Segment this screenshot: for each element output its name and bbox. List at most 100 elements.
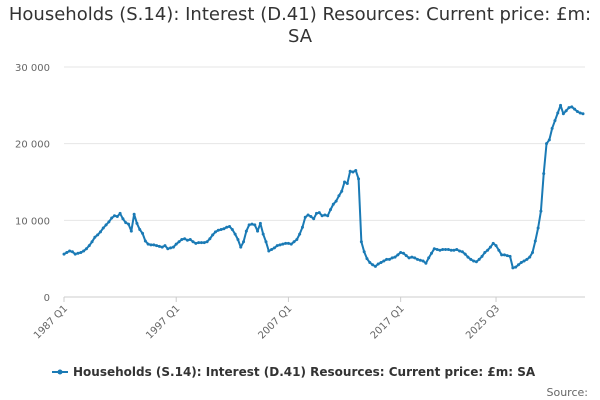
data-point xyxy=(157,244,161,248)
data-point xyxy=(199,241,203,245)
data-point xyxy=(101,226,105,230)
data-point xyxy=(289,242,293,246)
data-point xyxy=(343,180,347,184)
data-point xyxy=(573,107,577,111)
data-point xyxy=(427,256,431,260)
data-point xyxy=(146,242,150,246)
data-point xyxy=(68,249,72,253)
data-point xyxy=(371,263,375,267)
data-point xyxy=(337,194,341,198)
data-point xyxy=(183,237,187,241)
data-point xyxy=(331,202,335,206)
data-point xyxy=(197,241,201,245)
data-point xyxy=(303,215,307,219)
data-point xyxy=(84,247,88,251)
data-point xyxy=(135,221,139,225)
legend-item-label[interactable]: Households (S.14): Interest (D.41) Resou… xyxy=(73,365,536,379)
data-point xyxy=(118,211,122,215)
data-point xyxy=(522,259,526,263)
source-label: Source: xyxy=(547,386,589,399)
data-point xyxy=(208,237,212,241)
data-point xyxy=(233,232,237,236)
data-point xyxy=(514,265,518,269)
data-point xyxy=(539,209,543,213)
data-point xyxy=(508,254,512,258)
data-point xyxy=(430,251,434,255)
data-point xyxy=(124,221,128,225)
data-point xyxy=(228,224,232,228)
data-point xyxy=(163,244,167,248)
data-point xyxy=(486,248,490,252)
data-point xyxy=(272,246,276,250)
data-point xyxy=(564,109,568,113)
data-point xyxy=(314,211,318,215)
data-point xyxy=(306,213,310,217)
data-point xyxy=(205,240,209,244)
legend[interactable]: Households (S.14): Interest (D.41) Resou… xyxy=(52,365,536,379)
data-point xyxy=(348,169,352,173)
data-point xyxy=(253,223,257,227)
data-point xyxy=(536,226,540,230)
data-point xyxy=(556,111,560,115)
data-point xyxy=(359,240,363,244)
data-point xyxy=(491,241,495,245)
data-point xyxy=(258,221,262,225)
data-point xyxy=(415,257,419,261)
data-point xyxy=(357,177,361,181)
data-point xyxy=(112,214,116,218)
data-point xyxy=(382,259,386,263)
data-point xyxy=(340,189,344,193)
data-point xyxy=(326,214,330,218)
data-point xyxy=(494,244,498,248)
data-point xyxy=(345,182,349,186)
data-point xyxy=(219,228,223,232)
x-tick-label: 1987 Q1 xyxy=(32,303,70,341)
data-point xyxy=(267,249,271,253)
data-point xyxy=(444,247,448,251)
data-point xyxy=(421,259,425,263)
chart-title: Households (S.14): Interest (D.41) Resou… xyxy=(8,4,592,47)
data-point xyxy=(87,244,91,248)
data-point xyxy=(362,250,366,254)
data-point xyxy=(460,250,464,254)
data-point xyxy=(575,109,579,113)
data-point xyxy=(90,240,94,244)
data-point xyxy=(292,240,296,244)
data-point xyxy=(334,199,338,203)
data-point xyxy=(250,222,254,226)
data-point xyxy=(180,238,184,241)
data-point xyxy=(115,215,119,218)
data-point xyxy=(561,112,565,116)
series-line xyxy=(63,104,584,269)
data-point xyxy=(477,257,481,261)
y-axis-ticks: 0 10 000 20 000 30 000 xyxy=(15,63,50,304)
data-point xyxy=(317,211,321,215)
data-point xyxy=(466,255,470,259)
x-tick-label: 2017 Q1 xyxy=(369,303,407,341)
data-point xyxy=(323,213,327,217)
legend-marker-icon xyxy=(57,369,63,375)
data-point xyxy=(365,257,369,261)
data-point xyxy=(216,228,220,232)
data-point xyxy=(458,249,462,253)
x-tick-label: 1997 Q1 xyxy=(144,303,182,341)
data-point xyxy=(399,251,403,255)
data-point xyxy=(121,217,125,221)
data-point xyxy=(387,257,391,261)
data-point xyxy=(469,257,473,261)
data-point xyxy=(96,233,100,237)
data-point xyxy=(256,229,260,233)
data-point xyxy=(230,228,234,232)
data-point xyxy=(533,239,537,243)
data-point xyxy=(511,266,515,270)
data-point xyxy=(446,247,450,251)
data-point xyxy=(247,223,251,227)
data-point xyxy=(410,255,414,259)
data-point xyxy=(239,245,243,249)
data-point xyxy=(525,257,529,261)
data-point xyxy=(284,241,288,245)
data-point xyxy=(300,225,304,229)
data-point xyxy=(79,251,83,255)
x-tick-label: 2025 Q3 xyxy=(464,303,502,341)
